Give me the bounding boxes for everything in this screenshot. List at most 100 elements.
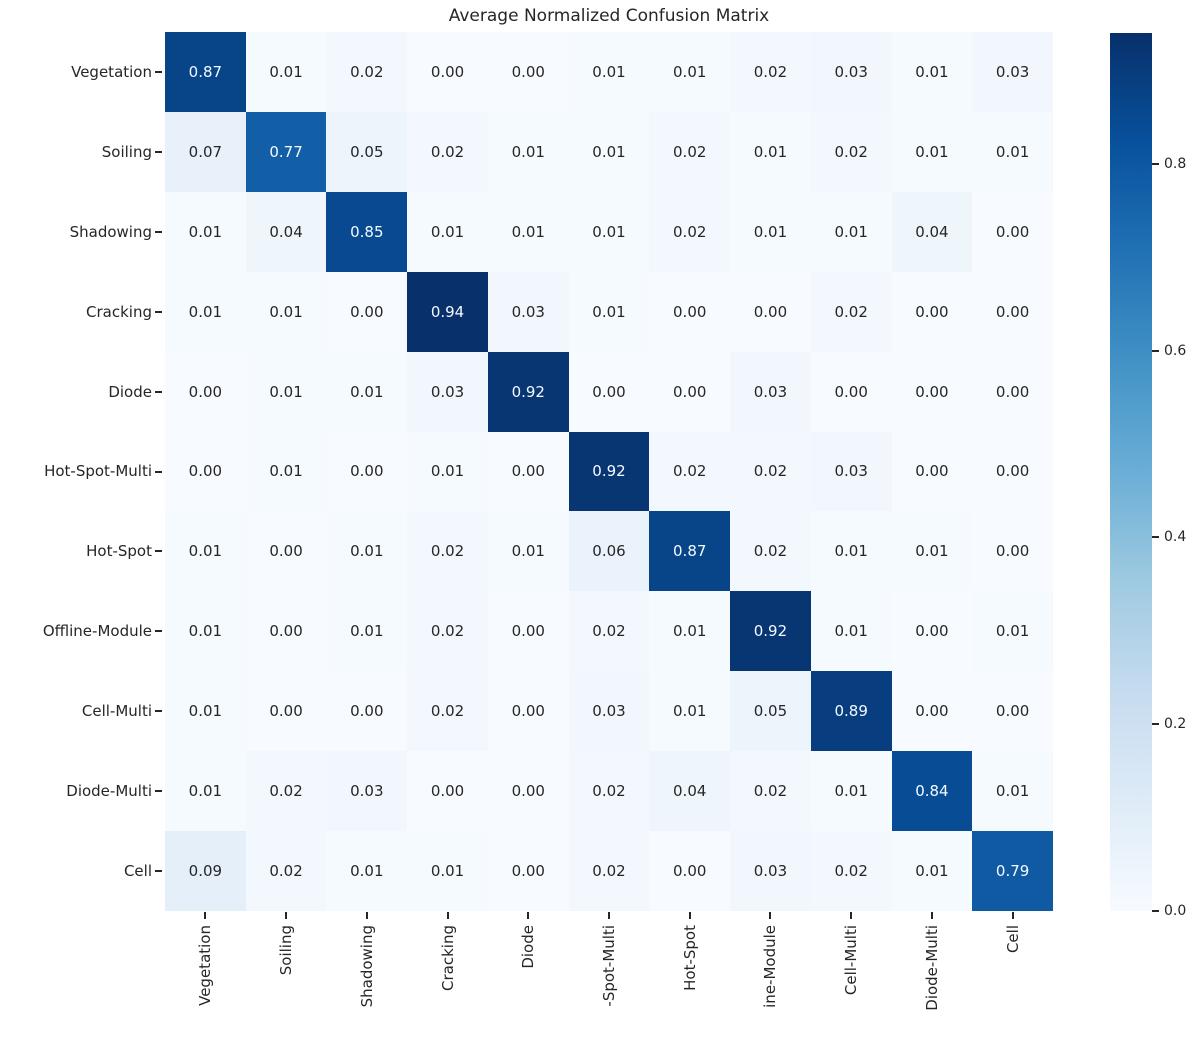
heatmap-cell: 0.00	[326, 431, 408, 512]
heatmap-cell: 0.01	[326, 831, 408, 911]
y-axis-label: Hot-Spot	[86, 542, 152, 561]
x-axis-label: Cell-Multi	[842, 925, 861, 996]
heatmap-cell: 0.01	[568, 111, 650, 192]
x-axis-label: -Spot-Multi	[599, 925, 618, 1007]
heatmap-cell: 0.03	[407, 351, 488, 432]
heatmap-cell: 0.00	[165, 351, 246, 432]
x-tick	[608, 912, 610, 919]
heatmap-cell: 0.02	[568, 591, 650, 672]
heatmap-cell: 0.07	[165, 111, 246, 192]
heatmap-cell: 0.01	[326, 511, 408, 592]
heatmap-cell: 0.00	[245, 591, 327, 672]
x-axis-label: Shadowing	[357, 925, 376, 1008]
y-tick	[155, 870, 162, 873]
colorbar-tick	[1152, 162, 1159, 165]
y-axis-label: Vegetation	[71, 62, 152, 81]
x-tick	[769, 912, 772, 919]
heatmap-cell: 0.03	[810, 431, 892, 512]
heatmap-cell: 0.89	[810, 671, 892, 752]
heatmap-cell: 0.02	[730, 511, 811, 592]
heatmap-cell: 0.01	[165, 671, 246, 752]
heatmap-cell: 0.01	[568, 32, 650, 112]
heatmap-cell: 0.03	[972, 32, 1053, 112]
heatmap-cell: 0.00	[487, 831, 569, 911]
heatmap-cell: 0.01	[407, 191, 488, 272]
y-tick	[155, 790, 162, 793]
heatmap-cell: 0.92	[568, 431, 650, 512]
heatmap-cell: 0.05	[730, 671, 811, 752]
heatmap-cell: 0.03	[730, 831, 811, 911]
x-tick	[688, 912, 691, 919]
x-tick	[527, 912, 530, 919]
heatmap-cell: 0.02	[568, 831, 650, 911]
heatmap-cell: 0.02	[730, 431, 811, 512]
colorbar-tick-label: 0.2	[1164, 716, 1187, 733]
y-tick	[155, 710, 162, 713]
heatmap-cell: 0.00	[407, 751, 488, 832]
heatmap-cell: 0.02	[649, 431, 731, 512]
heatmap-cell: 0.00	[730, 271, 811, 352]
x-axis-label: Vegetation	[196, 925, 215, 1006]
colorbar-tick-label: 0.4	[1164, 529, 1187, 546]
heatmap-cell: 0.00	[972, 511, 1053, 592]
heatmap-grid: 0.87 0.01 0.02 0.00 0.00 0.01 0.01 0.02 0.03 0.01…	[165, 32, 1053, 911]
heatmap-cell: 0.00	[891, 591, 973, 672]
heatmap-cell: 0.01	[972, 111, 1053, 192]
y-tick	[155, 390, 162, 393]
heatmap-cell: 0.01	[730, 191, 811, 272]
colorbar-tick-label: 0.8	[1164, 155, 1187, 172]
heatmap-cell: 0.00	[487, 751, 569, 832]
heatmap-cell: 0.87	[165, 32, 246, 112]
heatmap-cell: 0.01	[165, 751, 246, 832]
heatmap-cell: 0.00	[649, 831, 731, 911]
heatmap-cell: 0.00	[810, 351, 892, 432]
heatmap-cell: 0.01	[730, 111, 811, 192]
heatmap-cell: 0.02	[245, 831, 327, 911]
heatmap-cell: 0.01	[165, 191, 246, 272]
heatmap-cell: 0.00	[326, 271, 408, 352]
heatmap-cell: 0.01	[972, 751, 1053, 832]
heatmap-cell: 0.01	[891, 511, 973, 592]
heatmap-cell: 0.00	[326, 671, 408, 752]
x-axis-labels: Vegetation Soiling Shadowing Cracking Diode -…	[165, 925, 1053, 1047]
heatmap-cell: 0.00	[972, 431, 1053, 512]
heatmap-cell: 0.00	[649, 271, 731, 352]
y-axis-labels: Vegetation Soiling Shadowing Cracking Diode H…	[0, 32, 152, 911]
heatmap-cell: 0.00	[891, 351, 973, 432]
heatmap-cell: 0.01	[810, 591, 892, 672]
heatmap-cell: 0.00	[972, 271, 1053, 352]
heatmap-cell: 0.02	[407, 111, 488, 192]
heatmap-cell: 0.01	[810, 511, 892, 592]
heatmap-cell: 0.01	[568, 271, 650, 352]
heatmap-cell: 0.02	[568, 751, 650, 832]
x-axis-label: Hot-Spot	[680, 925, 699, 991]
colorbar-tick-label: 0.0	[1164, 903, 1187, 919]
heatmap-cell: 0.01	[245, 431, 327, 512]
x-tick	[204, 912, 207, 919]
heatmap-cell: 0.00	[972, 351, 1053, 432]
heatmap-cell: 0.01	[810, 751, 892, 832]
heatmap-cell: 0.01	[407, 831, 488, 911]
heatmap-cell: 0.01	[245, 32, 327, 112]
heatmap-cell: 0.01	[245, 271, 327, 352]
heatmap-cell: 0.06	[568, 511, 650, 592]
y-axis-label: Hot-Spot-Multi	[44, 462, 152, 481]
y-tick	[155, 550, 162, 553]
heatmap-cell: 0.00	[245, 671, 327, 752]
heatmap-cell: 0.00	[165, 431, 246, 512]
heatmap-cell: 0.01	[326, 351, 408, 432]
heatmap-cell: 0.01	[165, 271, 246, 352]
x-tick	[446, 912, 449, 919]
heatmap-cell: 0.02	[245, 751, 327, 832]
y-tick	[155, 150, 162, 153]
heatmap-cell: 0.04	[891, 191, 973, 272]
heatmap-cell: 0.94	[407, 271, 488, 352]
y-tick	[155, 70, 162, 73]
heatmap-cell: 0.01	[972, 591, 1053, 672]
y-axis-label: Diode-Multi	[66, 782, 152, 801]
y-axis-label: Diode	[108, 382, 152, 401]
heatmap-cell: 0.05	[326, 111, 408, 192]
heatmap-cell: 0.00	[487, 591, 569, 672]
heatmap-cell: 0.03	[810, 32, 892, 112]
